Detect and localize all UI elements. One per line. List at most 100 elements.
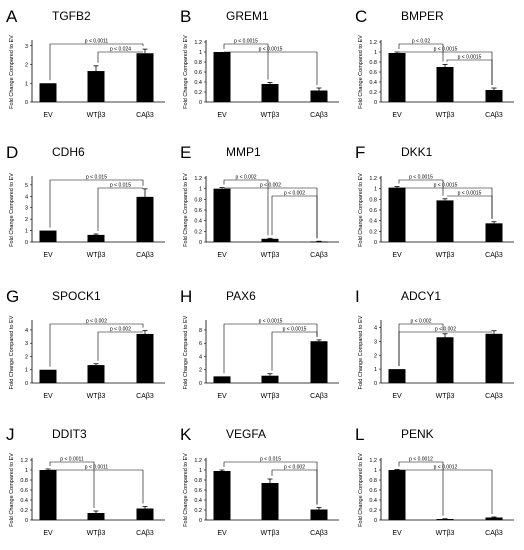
bar	[388, 53, 406, 102]
y-tick-label: 1	[199, 50, 202, 56]
y-tick-label: 0.6	[369, 488, 377, 494]
y-tick-label: 0.8	[369, 197, 377, 203]
significance-label: p < 0.0015	[458, 55, 482, 61]
y-tick-label: 0	[199, 518, 202, 524]
x-tick-label: EV	[392, 530, 402, 537]
significance-bracket	[271, 195, 318, 239]
panel-letter: G	[6, 287, 19, 306]
significance-bracket	[447, 195, 493, 219]
y-tick-label: 0.8	[194, 60, 202, 66]
significance-label: p < 0.015	[86, 175, 107, 181]
bar	[136, 196, 154, 242]
chart-panel-h: H PAX6 Fold Change Compared to EV 0 2 4 6 8 EV WT…	[180, 287, 339, 400]
significance-label: p < 0.0015	[259, 47, 283, 53]
panel-letter: L	[355, 425, 364, 444]
bar	[87, 234, 105, 242]
x-tick-label: WTβ3	[261, 112, 280, 119]
y-tick-label: 0.6	[369, 70, 377, 76]
significance-label: p < 0.0015	[434, 183, 458, 189]
significance-label: p < 0.0011	[60, 457, 84, 463]
x-tick-label: CAβ3	[310, 112, 328, 119]
x-tick-label: CAβ3	[136, 393, 154, 400]
y-tick-label: 0	[25, 240, 28, 246]
y-tick-label: 6	[199, 341, 202, 347]
y-tick-label: 1.2	[194, 40, 202, 46]
chart-panel-j: J DDIT3 Fold Change Compared to EV 0 0.2 0.4 0…	[6, 425, 165, 537]
y-tick-label: 0.4	[194, 219, 202, 225]
x-tick-label: WTβ3	[261, 393, 280, 400]
x-tick-label: CAβ3	[485, 252, 503, 259]
significance-bracket	[271, 469, 318, 505]
y-tick-label: 3	[25, 44, 28, 50]
y-tick-label: 1	[199, 187, 202, 193]
panel-letter: F	[355, 143, 365, 162]
y-axis-label: Fold Change Compared to EV	[183, 35, 189, 109]
chart-panel-c: C BMPER Fold Change Compared to EV 0 0.2 0.4 0…	[355, 7, 514, 119]
bar	[436, 337, 454, 383]
significance-label: p < 0.002	[110, 327, 131, 333]
y-tick-label: 0	[374, 100, 377, 106]
chart-panel-i: I ADCY1 Fold Change Compared to EV 0 1 2 3 4 EV W…	[355, 287, 514, 400]
y-tick-label: 0.4	[194, 498, 202, 504]
y-tick-label: 1	[25, 468, 28, 474]
x-tick-label: WTβ3	[436, 530, 455, 537]
y-tick-label: 5	[25, 183, 28, 189]
chart-title: DDIT3	[52, 427, 87, 441]
y-tick-label: 0	[199, 240, 202, 246]
panel-letter: D	[6, 143, 18, 162]
bar	[485, 90, 503, 102]
x-tick-label: EV	[217, 393, 227, 400]
y-tick-label: 1	[374, 468, 377, 474]
bar	[39, 83, 57, 102]
y-tick-label: 0.8	[369, 60, 377, 66]
y-axis-label: Fold Change Compared to EV	[183, 173, 189, 247]
x-tick-label: CAβ3	[310, 393, 328, 400]
significance-bracket	[223, 179, 269, 236]
y-tick-label: 1.2	[20, 458, 28, 464]
x-tick-label: CAβ3	[136, 112, 154, 119]
x-tick-label: WTβ3	[87, 393, 106, 400]
significance-bracket	[398, 43, 444, 62]
chart-panel-l: L PENK Fold Change Compared to EV 0 0.2 0.4 0.…	[355, 425, 514, 537]
bar	[136, 53, 154, 102]
chart-panel-d: D CDH6 Fold Change Compared to EV 0 1 2 3 4 5 EV W…	[6, 143, 165, 259]
x-tick-label: WTβ3	[87, 252, 106, 259]
chart-panel-g: G SPOCK1 Fold Change Compared to EV 0 1 2 3 4 EV…	[6, 287, 165, 400]
panel-letter: B	[180, 7, 191, 26]
x-tick-label: CAβ3	[136, 252, 154, 259]
bar	[310, 509, 328, 520]
x-tick-label: WTβ3	[436, 393, 455, 400]
x-tick-label: CAβ3	[310, 530, 328, 537]
y-tick-label: 0.6	[194, 70, 202, 76]
significance-label: p < 0.0012	[434, 465, 458, 471]
y-tick-label: 1.2	[369, 458, 377, 464]
bar	[87, 513, 105, 520]
y-tick-label: 4	[25, 194, 28, 200]
x-tick-label: CAβ3	[485, 530, 503, 537]
x-tick-label: WTβ3	[436, 252, 455, 259]
significance-bracket	[49, 43, 144, 81]
y-tick-label: 4	[374, 326, 377, 332]
bar	[213, 188, 231, 242]
significance-label: p < 0.0015	[283, 327, 307, 333]
significance-label: p < 0.002	[411, 319, 432, 325]
bar	[485, 223, 503, 242]
chart-title: TGFB2	[52, 9, 91, 23]
significance-label: p < 0.024	[110, 47, 131, 53]
chart-title: SPOCK1	[52, 289, 101, 303]
y-tick-label: 3	[25, 341, 28, 347]
significance-bracket	[223, 323, 318, 374]
x-tick-label: EV	[217, 530, 227, 537]
y-tick-label: 0	[25, 381, 28, 387]
x-tick-label: EV	[43, 393, 53, 400]
significance-label: p < 0.015	[110, 183, 131, 189]
y-tick-label: 0.2	[194, 508, 202, 514]
panel-letter: I	[355, 287, 360, 306]
y-tick-label: 0.8	[20, 478, 28, 484]
y-tick-label: 0.6	[20, 488, 28, 494]
x-tick-label: CAβ3	[485, 393, 503, 400]
y-tick-label: 0.4	[369, 80, 377, 86]
y-tick-label: 0.4	[20, 498, 28, 504]
significance-label: p < 0.002	[435, 327, 456, 333]
y-tick-label: 4	[25, 328, 28, 334]
